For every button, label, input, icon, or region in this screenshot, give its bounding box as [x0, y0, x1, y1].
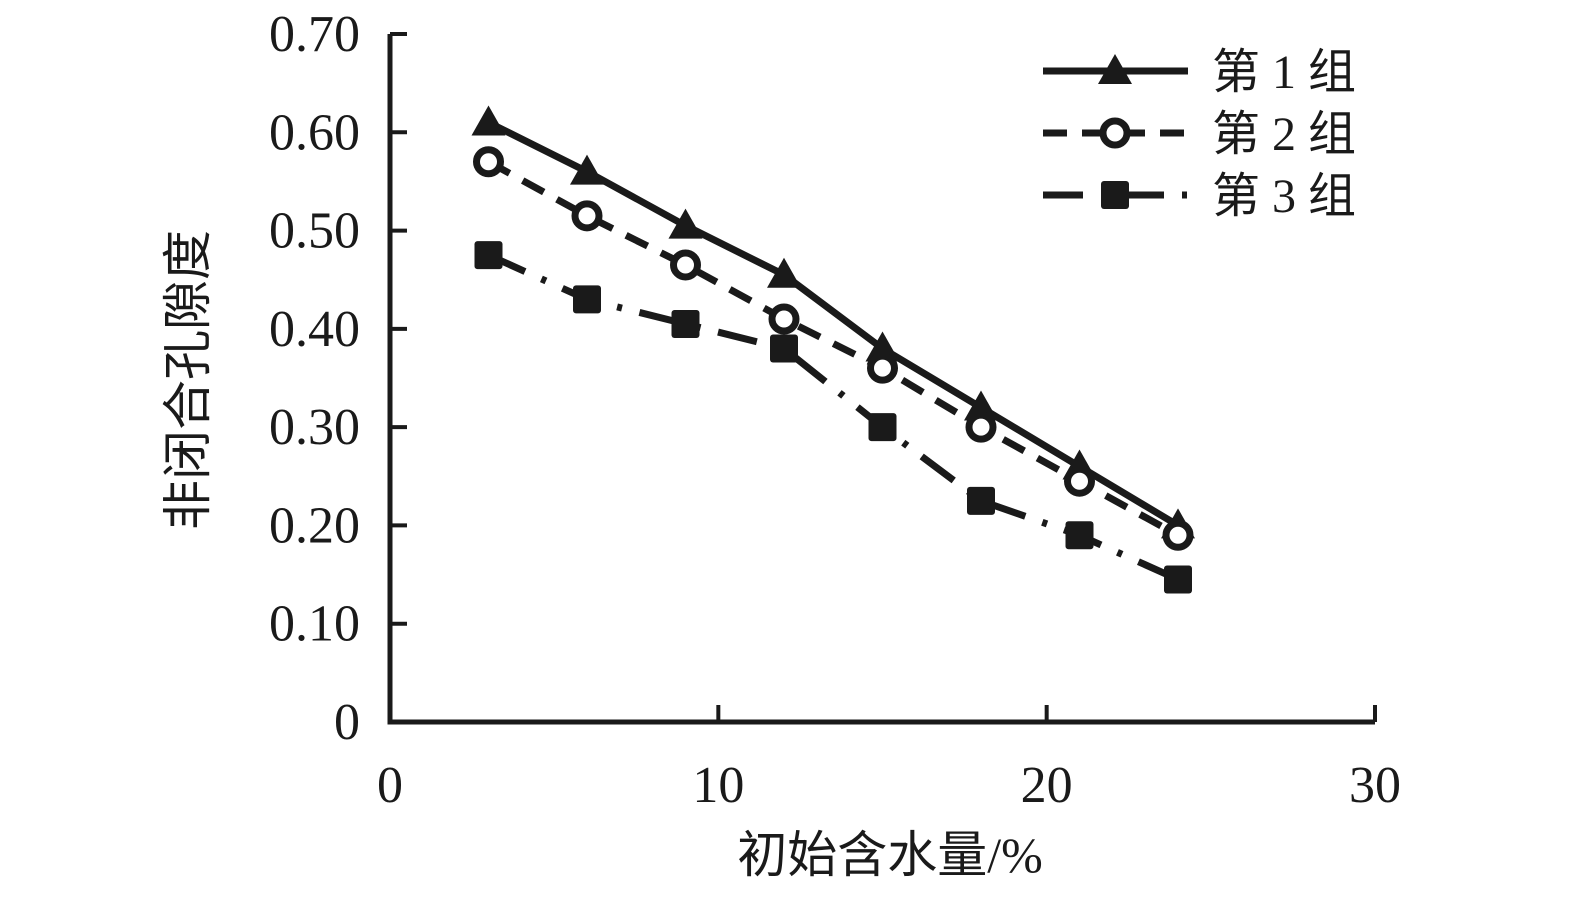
legend-label-group-1: 第 1 组: [1212, 46, 1356, 99]
series-3-marker: [967, 486, 995, 515]
series-2-marker: [571, 200, 603, 232]
series-2-marker: [768, 303, 800, 335]
x-axis-title: 初始含水量/%: [737, 827, 1043, 883]
series-3-marker: [474, 241, 503, 270]
series-3-marker: [1065, 521, 1094, 550]
legend-label-group-2: 第 2 组: [1212, 108, 1356, 161]
y-tick-label: 0.70: [269, 6, 360, 63]
x-tick-label: 0: [377, 757, 403, 814]
y-tick-label: 0: [334, 694, 360, 751]
series-2-marker: [1162, 519, 1194, 551]
series-3-marker: [671, 309, 700, 338]
series-2-marker: [473, 146, 504, 178]
series-1-marker: [767, 257, 801, 288]
x-tick-label: 20: [1021, 757, 1073, 814]
series-2-marker: [867, 352, 898, 384]
legend-label-group-3: 第 3 组: [1212, 170, 1356, 223]
y-tick-label: 0.10: [269, 596, 360, 653]
legend-sample-marker-group-3: [1101, 181, 1129, 209]
legend: 第 1 组 第 2 组 第 3 组: [1212, 46, 1356, 223]
series-1-marker: [668, 208, 703, 239]
series-2-marker: [965, 411, 997, 443]
series-3-marker: [868, 413, 897, 442]
series-2-marker: [670, 249, 701, 281]
series-1-marker: [865, 331, 900, 362]
series-3-marker: [1164, 565, 1192, 594]
x-tick-label: 30: [1349, 757, 1401, 814]
x-tick-label: 10: [692, 757, 744, 814]
series-1-marker: [570, 154, 604, 185]
series-1-marker: [964, 390, 998, 421]
series-3-marker: [770, 334, 798, 363]
y-tick-label: 0.50: [269, 203, 360, 260]
series-1-marker: [471, 105, 506, 136]
series-2-marker: [1064, 465, 1095, 497]
series-1-line: [486, 119, 1180, 529]
legend-sample-marker-group-2: [1099, 117, 1131, 149]
plot-area: 0 0.10 0.20 0.30 0.40 0.50 0.60 0.70 0 10 20 30: [269, 6, 1401, 814]
series-3-marker: [573, 285, 601, 314]
y-tick-label: 0.40: [269, 301, 360, 358]
y-tick-label: 0.60: [269, 104, 360, 161]
y-tick-label: 0.30: [269, 399, 360, 456]
legend-sample-marker-group-1: [1098, 54, 1132, 84]
y-tick-label: 0.20: [269, 497, 360, 554]
y-axis-title: 非闭合孔隙度: [160, 230, 216, 530]
series-2-line: [486, 158, 1180, 539]
